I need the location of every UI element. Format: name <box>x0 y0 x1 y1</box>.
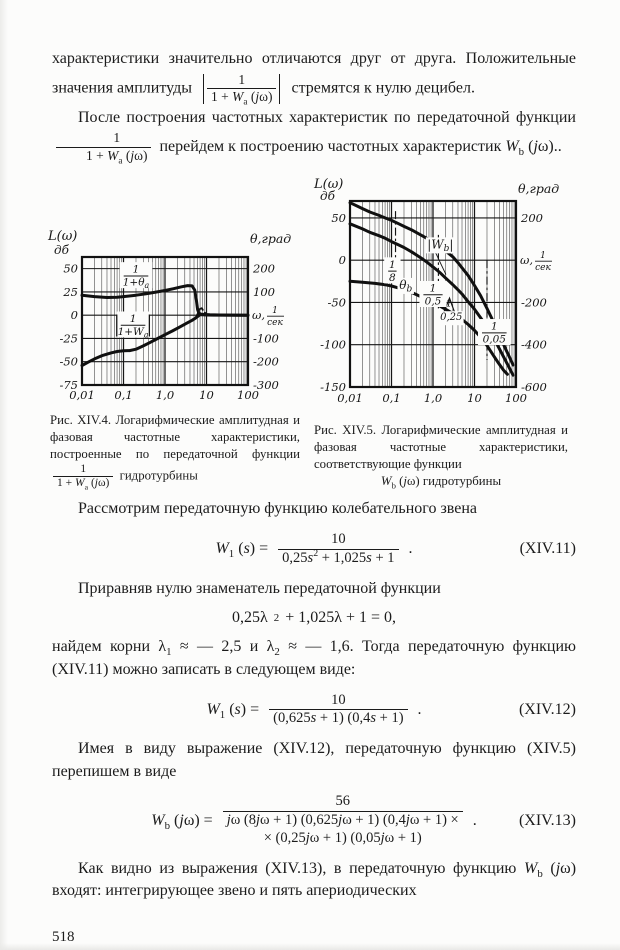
svg-text:0,1: 0,1 <box>382 391 400 405</box>
svg-text:θ,град: θ,град <box>518 181 559 196</box>
svg-text:100: 100 <box>253 285 275 299</box>
svg-text:10: 10 <box>467 391 482 405</box>
svg-text:сек: сек <box>535 263 551 273</box>
svg-text:1: 1 <box>389 259 396 271</box>
figures-row: 0,01 0,1 1,0 10 100 50 25 0 -25 -50 -75 200 100 -100-… <box>46 175 576 492</box>
svg-text:0,1: 0,1 <box>114 388 132 402</box>
svg-text:0: 0 <box>339 253 346 267</box>
paragraph-transition: После построения частотных характеристик… <box>52 107 576 166</box>
scan-edge-left <box>0 0 8 950</box>
svg-text:0,5: 0,5 <box>425 296 442 308</box>
svg-text:1: 1 <box>430 283 437 295</box>
svg-text:ω,: ω, <box>252 308 265 322</box>
equation-xiv11: W1 (s) = 10 0,25s2 + 1,025s + 1. (XIV.11) <box>215 531 576 566</box>
svg-text:-400: -400 <box>521 338 547 352</box>
svg-text:1,0: 1,0 <box>424 391 442 405</box>
scan-edge-bottom <box>0 943 620 950</box>
svg-text:25: 25 <box>62 285 78 299</box>
svg-text:100: 100 <box>505 391 527 405</box>
figure-xiv4: 0,01 0,1 1,0 10 100 50 25 0 -25 -50 -75 200 100 -100 -… <box>46 227 304 492</box>
paragraph-continuation: характеристики значительно отличаются др… <box>52 50 576 107</box>
svg-text:сек: сек <box>267 318 283 328</box>
svg-text:1+Wa: 1+Wa <box>118 326 149 340</box>
equation-xiv13: Wb (jω) = 56 jω (8jω + 1) (0,625jω + 1) (0… <box>151 793 576 846</box>
equation-lambda: 0,25λ 2 + 1,025λ + 1 = 0, <box>231 609 397 627</box>
chart-xiv4: 0,01 0,1 1,0 10 100 50 25 0 -25 -50 -75 200 100 -100 -… <box>47 229 291 402</box>
svg-text:-150: -150 <box>320 380 346 394</box>
svg-text:-50: -50 <box>59 355 78 369</box>
svg-text:-50: -50 <box>327 296 346 310</box>
svg-text:-200: -200 <box>253 355 279 369</box>
svg-text:дб: дб <box>320 189 336 203</box>
svg-text:1+θa: 1+θa <box>123 277 150 291</box>
svg-text:1: 1 <box>130 313 137 325</box>
svg-text:0,01: 0,01 <box>337 391 363 405</box>
svg-text:|Wb|: |Wb| <box>427 238 453 255</box>
svg-text:1: 1 <box>491 321 498 333</box>
page-number: 518 <box>52 928 75 945</box>
svg-text:-100: -100 <box>253 332 279 346</box>
svg-text:0,05: 0,05 <box>483 334 507 346</box>
svg-text:1: 1 <box>540 251 546 261</box>
svg-text:1: 1 <box>272 306 278 316</box>
svg-text:50: 50 <box>331 211 346 225</box>
paragraph-denominator: Приравняв нулю знаменатель передаточной … <box>78 579 441 597</box>
svg-text:L(ω): L(ω) <box>313 177 343 192</box>
svg-text:200: 200 <box>252 262 275 276</box>
svg-text:1,0: 1,0 <box>156 388 174 402</box>
svg-text:ω,: ω, <box>520 253 533 267</box>
svg-text:-100: -100 <box>320 338 346 352</box>
figure-xiv5-caption: Рис. XIV.5. Логарифмические амплитудная … <box>314 423 568 491</box>
svg-text:8: 8 <box>389 272 396 284</box>
svg-text:-75: -75 <box>59 378 78 392</box>
svg-text:θb: θb <box>399 278 412 295</box>
svg-text:1: 1 <box>446 299 452 310</box>
svg-text:L(ω): L(ω) <box>47 229 77 244</box>
svg-text:200: 200 <box>520 211 543 225</box>
figure-xiv5: 0,01 0,1 1,0 10 100 50 0 -50 -100 -150 200 -200 -400… <box>310 175 572 490</box>
svg-text:дб: дб <box>54 243 70 257</box>
svg-text:θ,град: θ,град <box>250 231 291 246</box>
figure-xiv4-caption: Рис. XIV.4. Логарифмические амплитудная … <box>50 413 300 492</box>
svg-text:-300: -300 <box>253 378 279 392</box>
svg-text:-200: -200 <box>521 296 547 310</box>
svg-text:0,01: 0,01 <box>69 388 95 402</box>
svg-text:100: 100 <box>237 388 259 402</box>
equation-xiv12: W1 (s) = 10 (0,625s + 1) (0,4s + 1). (XIV.1… <box>206 691 576 727</box>
paragraph-conclusion: Как видно из выражения (XIV.13), в перед… <box>52 859 577 900</box>
svg-text:-25: -25 <box>59 332 78 346</box>
paragraph-oscillatory-link: Рассмотрим передаточную функцию колебате… <box>78 500 477 518</box>
svg-text:1: 1 <box>133 264 140 276</box>
svg-text:0,25: 0,25 <box>440 313 462 324</box>
paragraph-rewrite: Имея в виду выражение (XIV.12), передато… <box>52 740 576 780</box>
svg-text:-600: -600 <box>521 380 547 394</box>
svg-text:50: 50 <box>63 262 78 276</box>
svg-text:10: 10 <box>199 388 214 402</box>
svg-text:0: 0 <box>71 308 78 322</box>
chart-xiv5: 0,01 0,1 1,0 10 100 50 0 -50 -100 -150 200 -200 -400… <box>313 177 559 405</box>
paragraph-roots: найдем корни λ1 ≈ — 2,5 и λ2 ≈ — 1,6. То… <box>52 638 576 678</box>
